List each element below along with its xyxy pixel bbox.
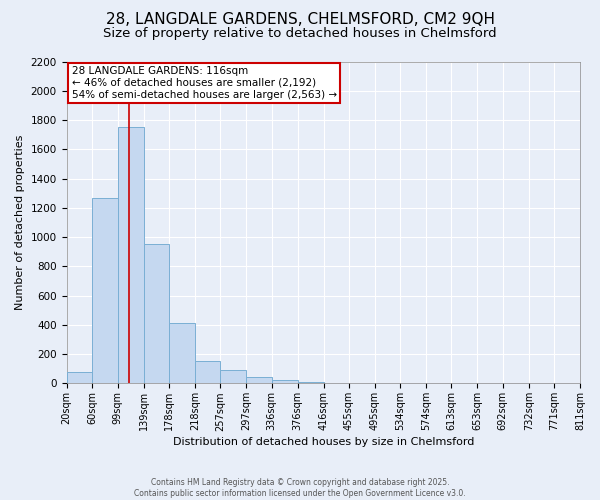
- Bar: [195, 362, 220, 384]
- Bar: [298, 382, 323, 384]
- Bar: [247, 377, 272, 384]
- Bar: [220, 370, 247, 384]
- Bar: [144, 244, 169, 384]
- Y-axis label: Number of detached properties: Number of detached properties: [15, 135, 25, 310]
- Bar: [272, 380, 298, 384]
- X-axis label: Distribution of detached houses by size in Chelmsford: Distribution of detached houses by size …: [173, 438, 474, 448]
- Text: Contains HM Land Registry data © Crown copyright and database right 2025.
Contai: Contains HM Land Registry data © Crown c…: [134, 478, 466, 498]
- Text: Size of property relative to detached houses in Chelmsford: Size of property relative to detached ho…: [103, 28, 497, 40]
- Bar: [169, 322, 195, 384]
- Bar: [67, 372, 92, 384]
- Bar: [92, 198, 118, 384]
- Text: 28 LANGDALE GARDENS: 116sqm
← 46% of detached houses are smaller (2,192)
54% of : 28 LANGDALE GARDENS: 116sqm ← 46% of det…: [71, 66, 337, 100]
- Bar: [118, 128, 144, 384]
- Text: 28, LANGDALE GARDENS, CHELMSFORD, CM2 9QH: 28, LANGDALE GARDENS, CHELMSFORD, CM2 9Q…: [106, 12, 494, 28]
